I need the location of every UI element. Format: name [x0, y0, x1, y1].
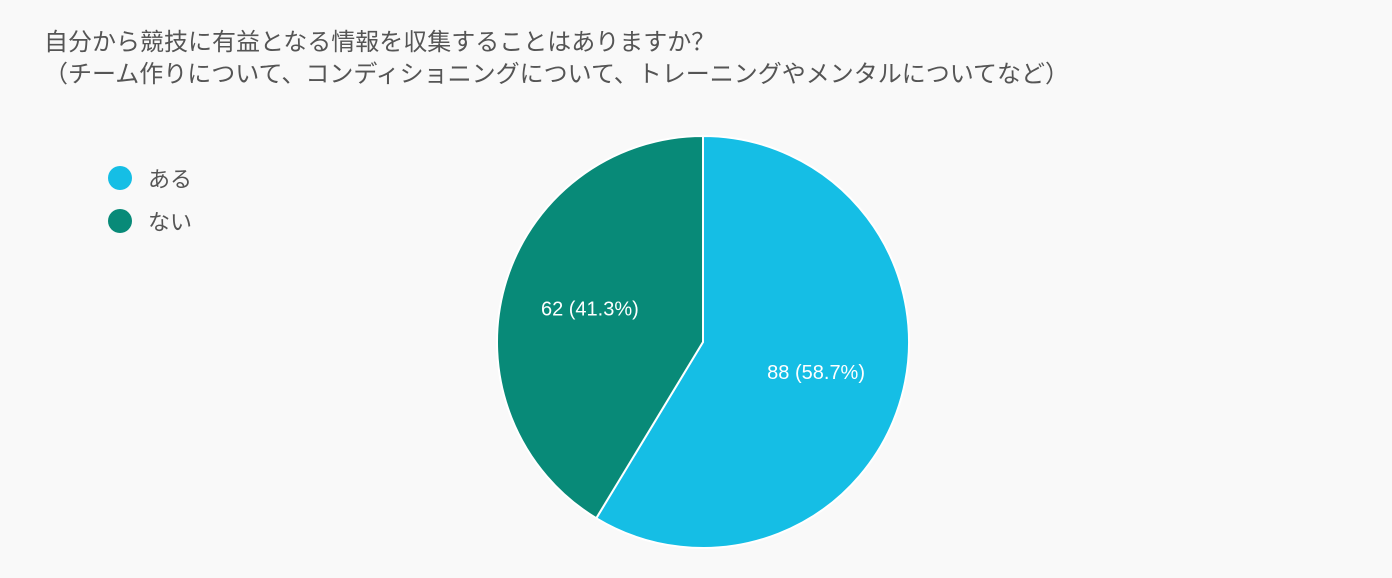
legend-swatch-aru	[108, 165, 132, 190]
legend-item-nai[interactable]: ない	[108, 199, 192, 242]
legend-item-aru[interactable]: ある	[108, 156, 192, 199]
data-label-aru: 88 (58.7%)	[767, 362, 865, 384]
chart-title: 自分から競技に有益となる情報を収集することはありますか？ （チーム作りについて、…	[44, 26, 1069, 90]
pie-data-labels: 88 (58.7%) 62 (41.3%)	[541, 299, 865, 384]
pie-slices	[496, 134, 910, 549]
chart-subtitle: （チーム作りについて、コンディショニングについて、トレーニングやメンタルについて…	[44, 60, 1070, 88]
data-label-nai: 62 (41.3%)	[541, 299, 639, 321]
legend-label-nai: ない	[148, 210, 193, 236]
chart-title-line-1: 自分から競技に有益となる情報を収集することはありますか？	[44, 28, 716, 56]
pie-slice-aru[interactable]	[594, 134, 910, 549]
legend: ある ない	[108, 156, 192, 242]
legend-label-aru: ある	[148, 167, 193, 193]
pie-slice-nai[interactable]	[496, 134, 704, 520]
legend-swatch-nai	[108, 208, 132, 233]
